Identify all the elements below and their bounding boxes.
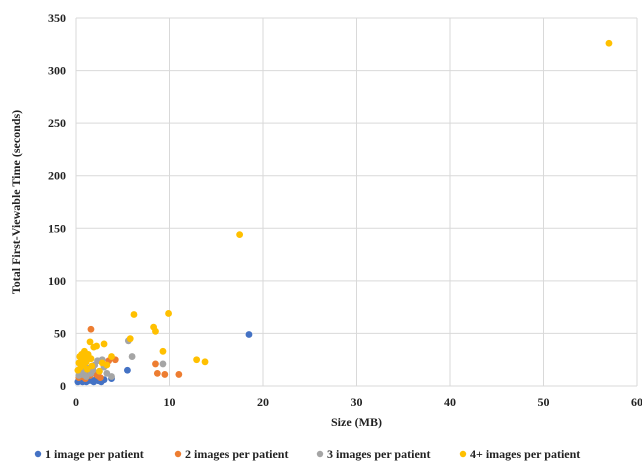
y-axis-ticks: 0 50 100 150 200 250 300 350 — [48, 11, 66, 393]
y-tick-label: 50 — [54, 326, 66, 340]
x-tick-label: 60 — [631, 395, 642, 409]
legend: 1 image per patient 2 images per patient 3… — [34, 447, 580, 461]
y-tick-label: 150 — [48, 221, 66, 235]
data-point — [165, 310, 172, 317]
x-tick-label: 40 — [444, 395, 456, 409]
data-point — [236, 231, 244, 238]
data-point — [128, 353, 136, 360]
data-point — [95, 367, 103, 375]
y-tick-label: 100 — [48, 274, 66, 288]
data-point — [108, 373, 115, 380]
legend-marker — [174, 450, 182, 458]
x-tick-label: 0 — [73, 395, 79, 409]
legend-marker — [34, 450, 42, 458]
data-point — [100, 340, 108, 348]
data-point — [124, 366, 131, 374]
x-tick-label: 20 — [257, 395, 269, 409]
y-tick-label: 350 — [48, 11, 66, 25]
data-point — [152, 360, 159, 368]
data-point — [130, 311, 138, 318]
data-point — [175, 371, 183, 378]
data-point — [126, 335, 134, 343]
data-point — [86, 338, 94, 346]
x-tick-label: 50 — [538, 395, 550, 409]
legend-label: 4+ images per patient — [470, 447, 580, 461]
data-point — [153, 369, 161, 377]
data-point — [193, 356, 201, 364]
legend-label: 1 image per patient — [45, 447, 144, 461]
legend-label: 2 images per patient — [185, 447, 288, 461]
data-point — [103, 361, 111, 369]
legend-label: 3 images per patient — [327, 447, 430, 461]
data-points — [74, 39, 613, 386]
gridlines — [75, 17, 638, 387]
data-point — [159, 347, 167, 355]
data-point — [152, 327, 159, 335]
y-tick-label: 200 — [48, 169, 66, 183]
y-tick-label: 300 — [48, 64, 66, 78]
data-point — [93, 342, 100, 350]
data-point — [159, 360, 167, 368]
y-axis-title: Total First-Viewable Time (seconds) — [9, 110, 23, 294]
legend-marker — [316, 450, 324, 458]
data-point — [87, 325, 95, 333]
x-axis-title: Size (MB) — [331, 415, 382, 429]
y-tick-label: 0 — [60, 379, 66, 393]
data-point — [87, 355, 95, 363]
data-point — [88, 362, 96, 370]
data-point — [161, 371, 169, 378]
series-4 — [74, 39, 613, 375]
data-point — [201, 358, 209, 366]
x-tick-label: 10 — [164, 395, 176, 409]
data-point — [605, 39, 613, 47]
data-point — [245, 331, 253, 338]
data-point — [96, 374, 104, 381]
legend-marker — [459, 450, 467, 458]
y-tick-label: 250 — [48, 116, 66, 130]
x-axis-ticks: 0 10 20 30 40 50 60 — [73, 395, 642, 409]
data-point — [108, 353, 115, 360]
x-tick-label: 30 — [351, 395, 363, 409]
